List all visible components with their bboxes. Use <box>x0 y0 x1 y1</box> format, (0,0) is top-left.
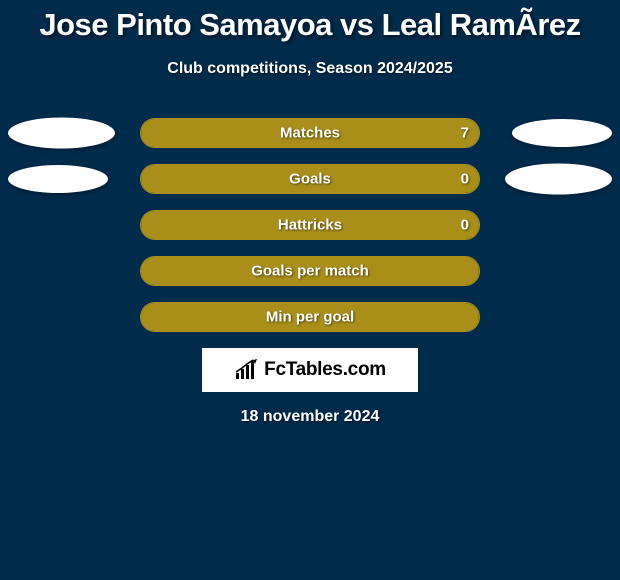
player-right-photo <box>512 119 612 147</box>
player-left-photo <box>8 165 108 193</box>
brand-box: FcTables.com <box>202 348 418 392</box>
player-left-photo <box>8 118 115 149</box>
stat-bar-gpm: Goals per match <box>140 256 480 286</box>
brand-text: FcTables.com <box>264 359 386 381</box>
stat-row-hattricks: Hattricks0 <box>0 208 620 242</box>
date-label: 18 november 2024 <box>0 408 620 426</box>
subtitle: Club competitions, Season 2024/2025 <box>0 60 620 78</box>
bar-fill-right <box>478 257 479 285</box>
stat-row-matches: Matches7 <box>0 116 620 150</box>
bar-fill-left <box>141 257 479 285</box>
bar-fill-right <box>478 303 479 331</box>
bar-fill-right <box>141 119 479 147</box>
stat-bar-hattricks: Hattricks0 <box>140 210 480 240</box>
stat-row-goals: Goals0 <box>0 162 620 196</box>
stat-row-gpm: Goals per match <box>0 254 620 288</box>
stat-bar-goals: Goals0 <box>140 164 480 194</box>
bar-fill-right <box>141 165 479 193</box>
stat-bar-mpg: Min per goal <box>140 302 480 332</box>
stat-row-mpg: Min per goal <box>0 300 620 334</box>
bar-fill-left <box>141 303 479 331</box>
page-title: Jose Pinto Samayoa vs Leal RamÃ­rez <box>0 0 620 42</box>
bar-fill-right <box>141 211 479 239</box>
player-right-photo <box>505 164 612 195</box>
chart-icon <box>234 359 260 381</box>
stat-bar-matches: Matches7 <box>140 118 480 148</box>
stats-rows: Matches7 Goals0 Hattricks0 Goals per match M… <box>0 116 620 334</box>
